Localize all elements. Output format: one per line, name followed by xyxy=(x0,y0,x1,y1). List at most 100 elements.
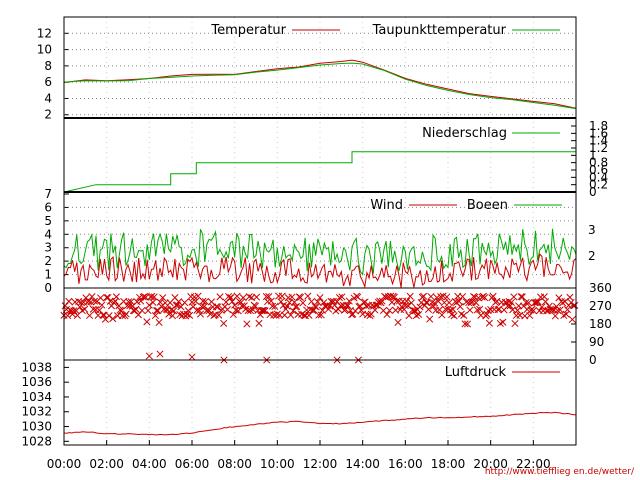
x-tick-label: 18:00 xyxy=(431,457,466,471)
direction-point xyxy=(459,293,467,301)
direction-point xyxy=(510,293,518,301)
direction-point xyxy=(239,294,247,302)
x-tick-label: 12:00 xyxy=(303,457,338,471)
wind-y-tick-label: 3 xyxy=(44,241,52,255)
direction-point xyxy=(201,297,209,306)
direction-point xyxy=(296,293,305,301)
direction-point xyxy=(98,301,106,309)
direction-point xyxy=(292,303,300,311)
direction-point xyxy=(175,298,183,306)
direction-point xyxy=(476,305,484,313)
direction-point xyxy=(566,293,574,301)
direction-point xyxy=(99,311,107,319)
direction-point xyxy=(412,312,420,320)
direction-point xyxy=(499,318,507,326)
direction-point xyxy=(155,318,163,326)
wind-y-tick-label: 7 xyxy=(44,187,52,201)
legend-boeen-label: Boeen xyxy=(467,198,508,213)
direction-point xyxy=(132,305,140,313)
direction-point xyxy=(234,307,242,315)
direction-point xyxy=(526,311,534,320)
temp-y-tick-label: 10 xyxy=(37,43,52,57)
direction-point xyxy=(196,310,205,318)
direction-point xyxy=(473,306,481,314)
direction-point xyxy=(415,310,423,319)
direction-point xyxy=(112,293,120,301)
direction-point xyxy=(192,297,200,305)
direction-point xyxy=(344,302,352,310)
direction-point xyxy=(371,306,379,314)
direction-point xyxy=(420,292,428,300)
direction-point xyxy=(345,297,353,305)
direction-point xyxy=(435,306,444,314)
direction-point xyxy=(315,311,323,319)
direction-point xyxy=(555,294,563,302)
pressure-y-tick-label: 1032 xyxy=(21,405,52,419)
direction-point xyxy=(571,301,579,309)
legend-temperatur-label: Temperatur xyxy=(210,23,286,38)
pressure-y-tick-label: 1030 xyxy=(21,420,52,434)
direction-point xyxy=(156,350,164,358)
direction-point xyxy=(232,306,240,314)
precip-y-tick-label: 1.2 xyxy=(589,141,608,155)
precip-y-tick-label: 1.8 xyxy=(589,119,608,133)
direction-point xyxy=(220,319,228,327)
direction-point xyxy=(118,312,127,320)
direction-point xyxy=(260,306,268,314)
direction-point xyxy=(172,301,180,309)
direction-point xyxy=(424,305,433,313)
direction-point xyxy=(255,319,263,327)
direction-point xyxy=(426,315,434,323)
direction-point xyxy=(334,305,342,313)
direction-point xyxy=(216,293,224,301)
direction-point xyxy=(259,306,267,314)
legend-luftdruck-label: Luftdruck xyxy=(445,365,507,380)
direction-point xyxy=(394,318,402,326)
direction-point xyxy=(422,298,430,307)
precipitation-line xyxy=(63,151,576,193)
direction-point xyxy=(186,311,194,319)
direction-point xyxy=(181,299,189,307)
direction-y-tick-label: 0 xyxy=(589,353,597,367)
direction-point xyxy=(349,310,357,318)
wind-right-tick-label: 3 xyxy=(588,223,596,237)
direction-point xyxy=(317,311,325,319)
x-tick-label: 00:00 xyxy=(47,457,82,471)
direction-point xyxy=(233,292,241,300)
direction-point xyxy=(145,352,153,360)
pressure-line xyxy=(63,411,576,436)
direction-point xyxy=(165,310,173,318)
x-tick-label: 08:00 xyxy=(217,457,252,471)
wind-y-tick-label: 4 xyxy=(44,227,52,241)
x-tick-label: 10:00 xyxy=(260,457,295,471)
wind-line xyxy=(63,253,577,289)
direction-point xyxy=(137,297,145,305)
precip-y-tick-label: 1 xyxy=(589,148,597,162)
watermark-url[interactable]: http://www.tiefflieg en.de/wetter/ xyxy=(485,467,635,477)
x-tick-label: 22:00 xyxy=(516,457,551,471)
precip-y-tick-label: 0.8 xyxy=(589,156,608,170)
temp-y-tick-label: 8 xyxy=(44,59,52,73)
direction-point xyxy=(229,310,237,319)
direction-point xyxy=(481,294,489,302)
direction-point xyxy=(111,297,119,305)
direction-point xyxy=(288,293,296,301)
precip-y-tick-label: 1.6 xyxy=(589,126,608,140)
direction-point xyxy=(316,294,324,302)
direction-point xyxy=(245,293,253,301)
direction-point xyxy=(449,305,457,313)
direction-point xyxy=(445,299,453,307)
direction-point xyxy=(145,301,153,309)
x-tick-label: 04:00 xyxy=(132,457,167,471)
gust-line xyxy=(63,228,577,276)
direction-y-tick-label: 90 xyxy=(589,335,604,349)
direction-point xyxy=(455,297,463,305)
direction-point xyxy=(335,294,344,302)
direction-point xyxy=(338,293,346,301)
direction-point xyxy=(143,318,151,326)
direction-point xyxy=(489,292,497,300)
direction-point xyxy=(265,293,273,301)
legend-taupunkt-label: Taupunkttemperatur xyxy=(372,23,507,38)
direction-point xyxy=(529,307,537,315)
direction-point xyxy=(109,315,117,323)
